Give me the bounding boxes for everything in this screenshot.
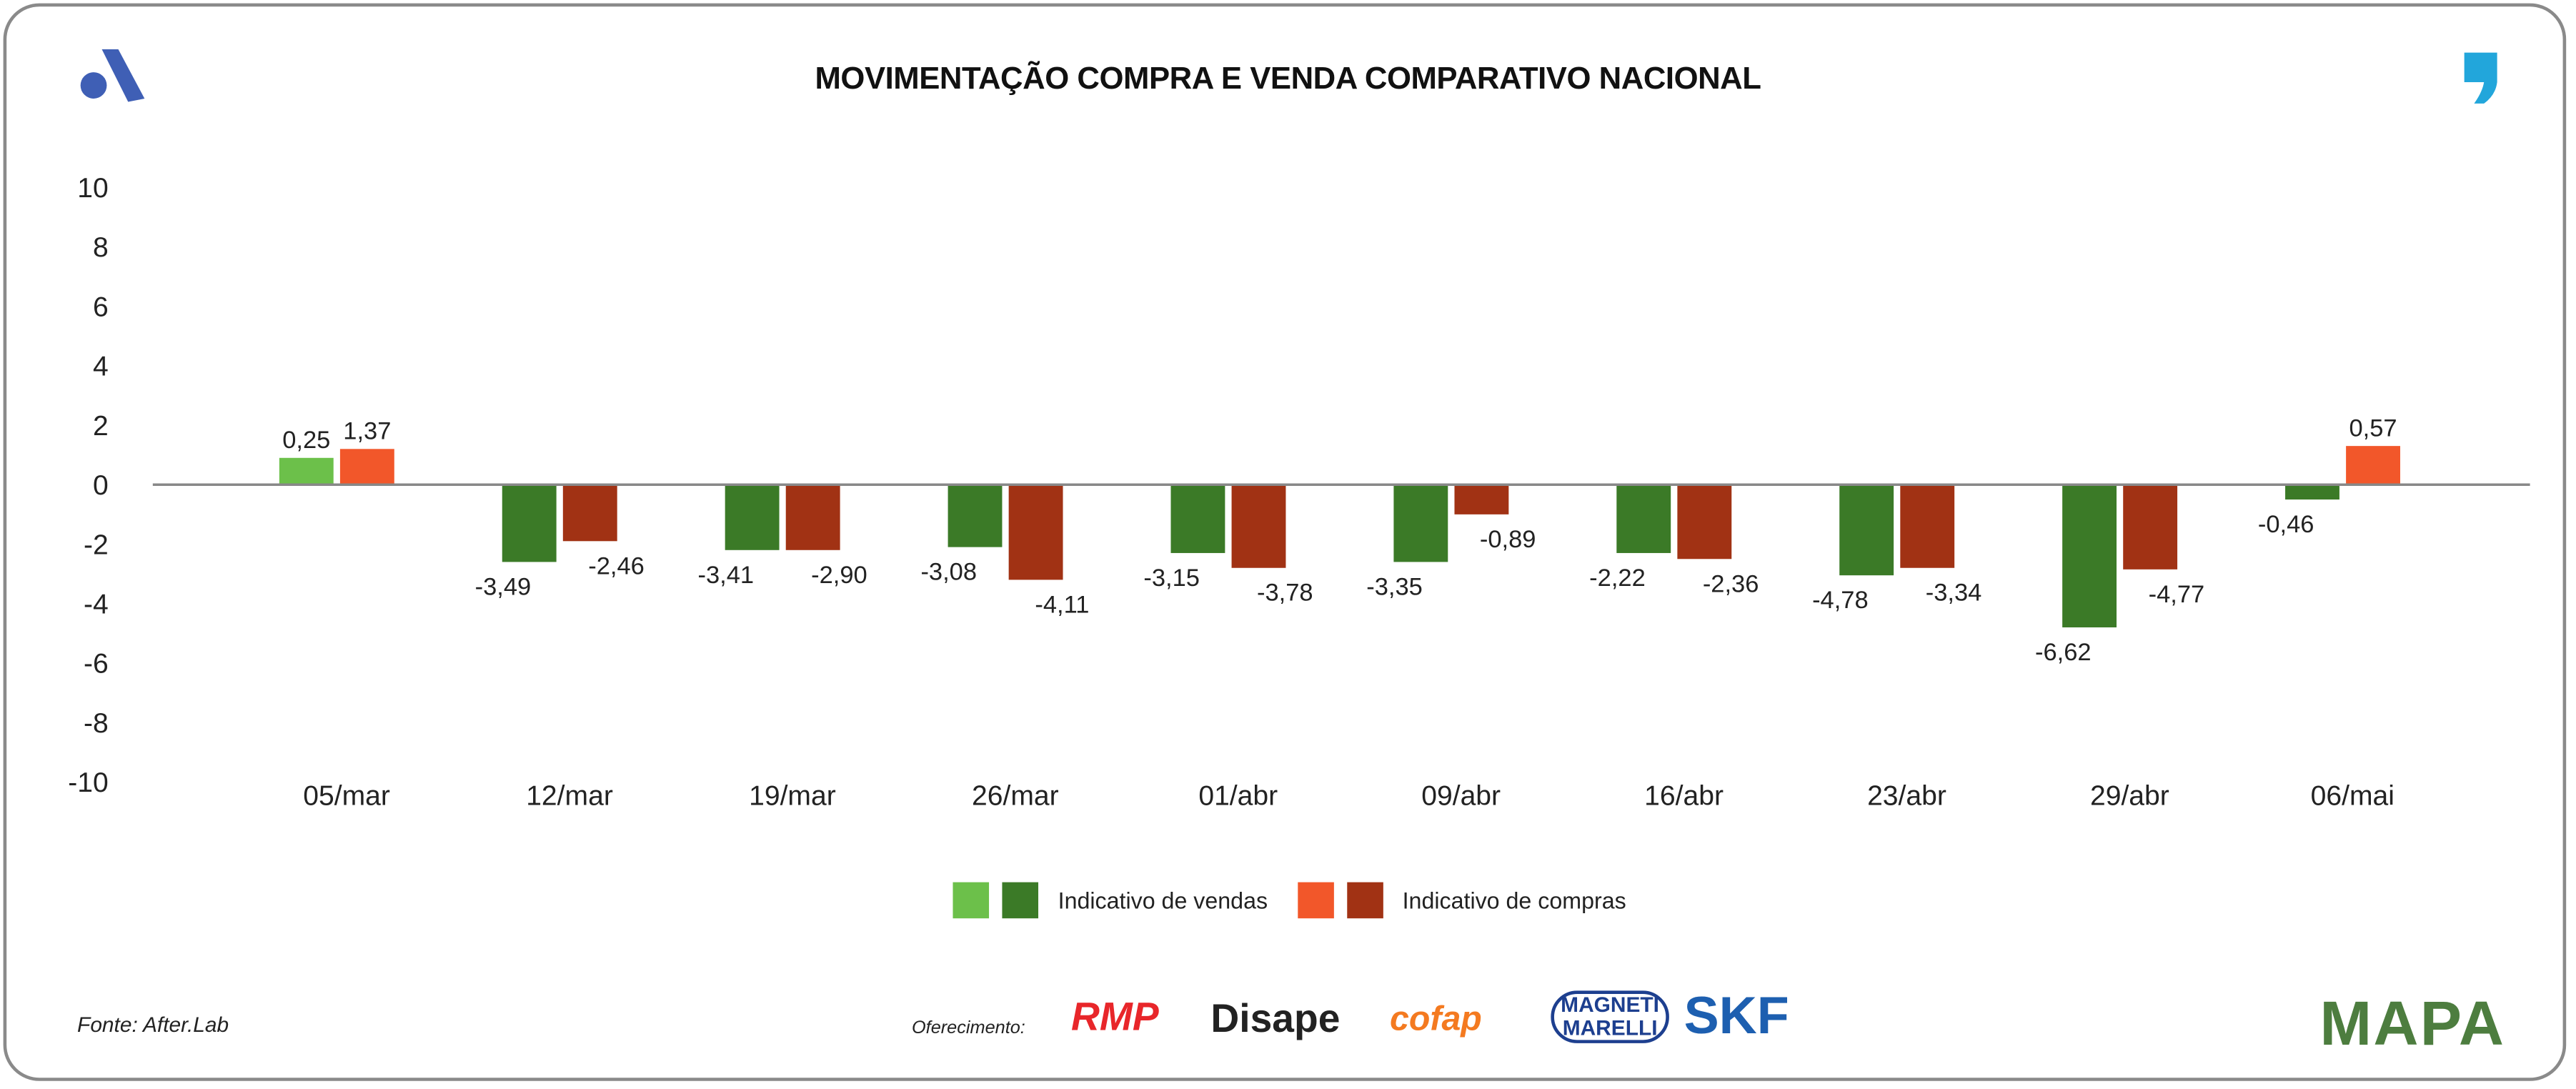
bar-compras [562, 484, 617, 542]
bar-vendas [279, 457, 334, 485]
data-label: 0,57 [2349, 414, 2397, 442]
legend-swatch-compras-positive [1297, 882, 1334, 919]
cofap-logo: cofap [1390, 1000, 1482, 1039]
data-label: 1,37 [343, 418, 391, 445]
disape-logo: Disape [1210, 997, 1341, 1042]
y-tick-label: 0 [93, 470, 109, 501]
y-tick-label: 10 [77, 173, 108, 204]
data-label: -3,15 [1143, 565, 1200, 592]
data-label: -0,46 [2258, 511, 2314, 538]
y-tick-label: -8 [84, 708, 109, 739]
data-label: -3,49 [475, 573, 532, 600]
y-tick-label: -10 [68, 767, 108, 798]
legend-swatch-vendas-positive [953, 882, 990, 919]
bar-compras [2123, 484, 2178, 570]
bar-vendas [1393, 484, 1448, 562]
y-tick-label: -6 [84, 649, 109, 680]
bar-compras [2346, 446, 2400, 485]
bar-compras [785, 484, 840, 550]
x-tick-label: 16/abr [1644, 781, 1724, 812]
y-tick-label: 4 [93, 352, 109, 382]
data-label: -2,36 [1703, 570, 1759, 597]
legend-label-compras: Indicativo de compras [1402, 887, 1626, 914]
bar-vendas [2062, 484, 2117, 627]
x-tick-label: 23/abr [1867, 781, 1946, 812]
x-tick-label: 29/abr [2090, 781, 2169, 812]
x-tick-label: 09/abr [1421, 781, 1501, 812]
quote-logo-icon [2464, 52, 2497, 104]
data-label: -2,22 [1589, 565, 1646, 592]
y-tick-label: 8 [93, 232, 109, 263]
legend: Indicativo de vendas Indicativo de compr… [953, 882, 1626, 919]
legend-swatch-vendas-negative [1002, 882, 1039, 919]
x-tick-label: 12/mar [526, 781, 613, 812]
x-tick-label: 05/mar [303, 781, 390, 812]
data-label: -3,41 [698, 562, 755, 589]
data-label: 0,25 [282, 427, 330, 454]
bar-vendas [948, 484, 1003, 547]
source-note: Fonte: After.Lab [77, 1012, 229, 1037]
data-label: -6,62 [2035, 639, 2092, 666]
bar-compras [1008, 484, 1063, 580]
legend-label-vendas: Indicativo de vendas [1058, 887, 1268, 914]
magneti-marelli-logo: MAGNETI MARELLI [1551, 990, 1669, 1043]
bar-vendas [1616, 484, 1671, 553]
bar-compras [1454, 484, 1509, 514]
bar-compras [339, 449, 394, 485]
data-label: -0,89 [1480, 526, 1536, 553]
bar-vendas [502, 484, 557, 562]
bar-compras [1900, 484, 1955, 568]
bar-vendas [725, 484, 780, 550]
x-tick-label: 19/mar [749, 781, 836, 812]
bar-vendas [1170, 484, 1225, 553]
rmp-logo: RMP [1071, 995, 1159, 1040]
y-tick-label: 2 [93, 411, 109, 442]
y-tick-label: -4 [84, 589, 109, 620]
data-label: -3,78 [1257, 580, 1313, 607]
bar-compras [1231, 484, 1286, 568]
bar-vendas [1839, 484, 1894, 576]
data-label: -3,34 [1926, 580, 1982, 607]
data-label: -3,08 [920, 559, 977, 586]
data-label: -4,11 [1035, 591, 1089, 618]
legend-swatch-compras-negative [1346, 882, 1383, 919]
x-tick-label: 06/mai [2311, 781, 2395, 812]
y-tick-label: -2 [84, 529, 109, 560]
y-tick-label: 6 [93, 292, 109, 322]
data-label: -4,78 [1812, 587, 1869, 614]
bar-vendas [2285, 484, 2339, 500]
x-tick-label: 01/abr [1198, 781, 1278, 812]
bar-compras [1677, 484, 1732, 560]
sponsor-label: Oferecimento: [912, 1018, 1025, 1039]
data-label: -2,90 [811, 562, 867, 589]
mapa-logo: MAPA [2319, 990, 2506, 1060]
data-label: -3,35 [1366, 573, 1423, 600]
data-label: -2,46 [588, 552, 645, 580]
x-tick-label: 26/mar [972, 781, 1059, 812]
after-logo-icon [80, 49, 145, 102]
skf-logo: SKF [1684, 985, 1789, 1045]
data-label: -4,77 [2149, 581, 2205, 608]
chart-title: MOVIMENTAÇÃO COMPRA E VENDA COMPARATIVO … [815, 62, 1761, 97]
